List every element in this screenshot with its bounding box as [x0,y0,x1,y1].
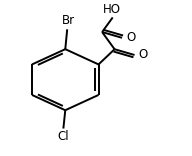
Text: Br: Br [62,15,75,27]
Text: Cl: Cl [58,130,69,143]
Text: O: O [126,31,135,44]
Text: HO: HO [103,3,121,16]
Text: O: O [138,49,148,61]
